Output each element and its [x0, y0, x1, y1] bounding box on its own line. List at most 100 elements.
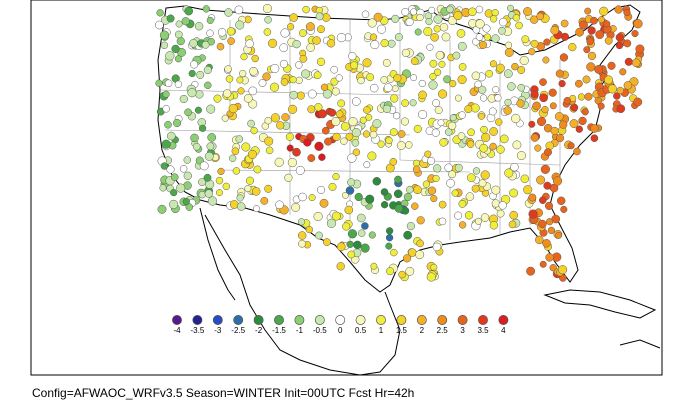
station-dot: [454, 163, 463, 172]
station-dot: [372, 177, 382, 186]
station-dot: [305, 225, 314, 234]
station-dot: [422, 180, 431, 188]
station-dot: [586, 62, 596, 72]
legend-swatch: [416, 315, 427, 325]
station-dot: [569, 119, 579, 129]
station-dot: [314, 141, 324, 151]
station-dot: [483, 33, 492, 41]
station-dot: [184, 6, 193, 16]
station-dot: [281, 113, 290, 122]
station-dot: [536, 175, 546, 185]
station-dot: [551, 214, 561, 224]
station-dot: [428, 80, 438, 90]
station-dot: [438, 200, 447, 209]
station-dot: [615, 33, 624, 42]
station-dot: [409, 99, 417, 107]
station-dot: [164, 79, 173, 88]
station-dot: [328, 108, 337, 117]
station-dot: [464, 105, 473, 114]
station-dot: [584, 7, 592, 15]
station-dot: [432, 242, 442, 252]
station-dot: [171, 44, 180, 54]
station-dot: [280, 28, 290, 38]
baja-outline: [199, 207, 236, 301]
station-dot: [207, 196, 218, 206]
station-dot: [504, 47, 514, 57]
station-dot: [342, 222, 351, 231]
station-dot: [446, 5, 454, 14]
station-dot: [520, 174, 530, 184]
station-dot: [425, 18, 433, 26]
station-dot: [521, 35, 530, 44]
station-dot: [377, 140, 385, 148]
station-dot: [394, 33, 403, 42]
station-dot: [430, 33, 439, 42]
station-dot: [249, 66, 258, 76]
station-dot: [182, 197, 190, 206]
station-dot: [416, 216, 425, 225]
station-dot: [433, 68, 442, 77]
station-dot: [203, 65, 212, 75]
station-dot: [412, 165, 421, 174]
legend-label: -2.5: [231, 326, 245, 335]
station-dot: [410, 8, 418, 16]
station-dot: [519, 55, 529, 66]
station-dot: [590, 16, 598, 25]
station-dot: [511, 113, 521, 124]
station-dot: [195, 90, 204, 99]
station-dot: [340, 137, 348, 145]
station-dot: [228, 103, 238, 114]
station-dot: [512, 140, 522, 150]
station-dot: [361, 222, 369, 230]
station-dot: [512, 14, 520, 22]
station-dot: [401, 48, 411, 58]
station-dot: [262, 3, 272, 14]
station-dot: [227, 37, 235, 45]
station-dot: [289, 90, 298, 100]
station-dot: [575, 125, 583, 133]
station-dot: [318, 153, 326, 161]
station-dot: [485, 69, 494, 78]
station-dot: [155, 79, 163, 87]
station-dot: [369, 83, 379, 93]
station-dot: [160, 41, 169, 49]
station-dot: [241, 142, 251, 152]
station-dot: [291, 202, 301, 212]
station-dot: [285, 132, 294, 141]
station-dot: [347, 229, 358, 239]
station-dot: [248, 86, 258, 96]
station-dot: [380, 201, 389, 209]
station-dot: [216, 42, 225, 51]
station-dot: [457, 132, 466, 140]
station-dot: [295, 165, 305, 175]
station-dot: [559, 53, 569, 62]
legend-swatch: [376, 315, 386, 325]
legend-label: 3.5: [477, 326, 489, 335]
station-dot: [198, 191, 206, 199]
cuba-outline: [543, 289, 657, 319]
legend-swatch: [274, 315, 284, 325]
station-dot: [247, 149, 257, 159]
station-dot: [433, 14, 443, 24]
station-dot: [390, 248, 398, 257]
station-dot: [496, 145, 505, 154]
station-dot: [179, 165, 188, 173]
station-dot: [322, 13, 331, 22]
station-dot: [595, 30, 605, 40]
station-dot: [578, 116, 587, 126]
station-dot: [415, 250, 425, 260]
station-dot: [560, 205, 568, 213]
station-dot: [382, 104, 392, 114]
station-dot: [590, 124, 599, 133]
station-dot: [369, 33, 378, 41]
station-dot: [549, 264, 557, 272]
station-dot: [509, 210, 519, 220]
station-dot: [274, 157, 284, 167]
station-dot: [466, 140, 475, 148]
station-dot: [346, 240, 354, 248]
station-dot: [176, 183, 186, 193]
station-dot: [457, 41, 467, 51]
station-dot: [448, 170, 457, 179]
station-dot: [444, 128, 453, 136]
station-dot: [532, 101, 541, 111]
